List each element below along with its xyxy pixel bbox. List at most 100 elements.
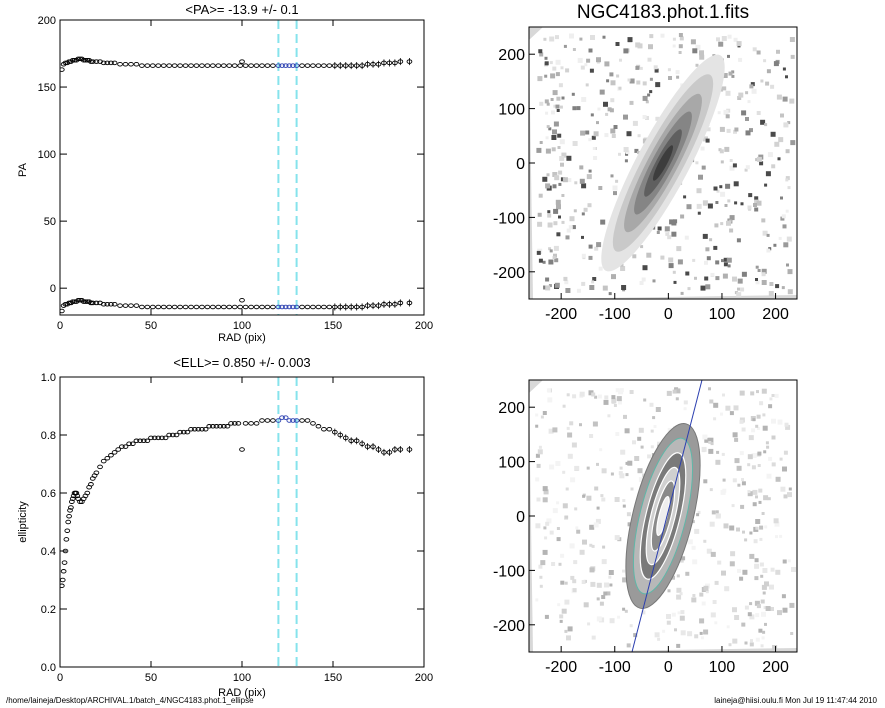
image2-noise-pixel	[754, 600, 760, 606]
image2-noise-pixel	[613, 404, 617, 407]
image1-noise-pixel	[767, 152, 773, 158]
ellipticity-chart: <ELL>= 0.850 +/- 0.003 0 50 100 150 200 0.0 0.…	[17, 355, 433, 699]
image1-noise-pixel	[656, 231, 660, 234]
image1-noise-pixel	[726, 257, 732, 263]
image2-noise-pixel	[566, 635, 571, 641]
image1-noise-pixel	[555, 59, 561, 65]
image2-noise-pixel	[559, 619, 563, 623]
image1-noise-pixel	[580, 65, 585, 70]
image2-noise-pixel	[564, 629, 568, 633]
image1-noise-pixel	[557, 133, 562, 138]
image2-noise-pixel	[634, 456, 640, 461]
image2-noise-pixel	[770, 607, 774, 611]
ell-x-tick-label: 200	[415, 672, 433, 684]
image1-noise-pixel	[599, 89, 605, 95]
image2-noise-pixel	[789, 602, 795, 608]
image2-noise-pixel	[596, 462, 599, 466]
image2-noise-pixel	[781, 594, 786, 599]
ell-point	[213, 424, 220, 429]
image2-noise-pixel	[761, 611, 766, 617]
pa-point	[155, 63, 162, 68]
image2-noise-pixel	[591, 544, 595, 548]
ell-point	[126, 441, 133, 446]
image1-noise-pixel	[559, 105, 563, 109]
image1-noise-pixel	[761, 268, 767, 274]
image1-noise-pixel	[556, 232, 561, 237]
image2-noise-pixel	[732, 432, 738, 438]
image1-noise-pixel	[545, 136, 549, 140]
ell-point	[133, 438, 140, 444]
image1-noise-pixel	[775, 284, 780, 289]
image1-noise-pixel	[754, 207, 759, 212]
image2-noise-pixel	[556, 537, 561, 542]
image2-x-tick-label: 200	[762, 659, 789, 676]
image2-noise-pixel	[654, 632, 660, 638]
image1-noise-pixel	[584, 63, 588, 67]
image2-noise-pixel	[623, 414, 627, 419]
galaxy-body	[601, 54, 725, 272]
pa-point	[315, 63, 322, 68]
image2-noise-pixel	[603, 399, 609, 405]
ell-point	[299, 418, 305, 423]
image2-noise-pixel	[626, 512, 631, 517]
image1-noise-pixel	[555, 104, 560, 109]
image2-noise-pixel	[696, 513, 700, 517]
image1-noise-pixel	[749, 84, 754, 89]
image1-noise-pixel	[545, 148, 551, 154]
pa-point	[237, 304, 244, 310]
image2-noise-pixel	[591, 635, 596, 640]
ell-point	[235, 421, 242, 426]
image1-noise-pixel	[660, 33, 665, 38]
image1-noise-pixel	[727, 54, 730, 58]
image2-noise-pixel	[759, 401, 764, 406]
image1-noise-pixel	[587, 203, 592, 208]
image2-noise-pixel	[782, 466, 787, 472]
image2-noise-pixel	[701, 446, 707, 452]
image2-noise-pixel	[596, 616, 602, 622]
pa-point	[108, 60, 114, 66]
image2-noise-pixel	[754, 563, 760, 569]
image2-noise-pixel	[753, 539, 758, 544]
image1-noise-pixel	[579, 165, 584, 170]
image1-noise-pixel	[563, 276, 568, 281]
image1-noise-pixel	[761, 218, 766, 223]
image2-noise-pixel	[694, 528, 700, 534]
image1-noise-pixel	[558, 170, 563, 175]
image1-noise-pixel	[713, 245, 718, 250]
image1-noise-pixel	[710, 272, 715, 277]
image1-noise-pixel	[723, 109, 729, 115]
image1-noise-pixel	[716, 37, 720, 42]
image1-noise-pixel	[782, 224, 787, 229]
image2-noise-pixel	[758, 488, 763, 493]
pa-outlier-point	[239, 298, 245, 303]
image2-axis-ticks: -200 -100 0 100 200 -200 -100 0 100 200	[493, 400, 789, 676]
image2-noise-pixel	[589, 567, 595, 573]
image1-noise-pixel	[571, 92, 575, 96]
image1-noise-pixel	[736, 41, 742, 47]
image1-noise-pixel	[558, 215, 561, 219]
image1-noise-pixel	[572, 48, 576, 51]
isophote-contours	[625, 423, 701, 609]
image1-noise-pixel	[677, 259, 683, 265]
image1-noise-pixel	[729, 228, 734, 233]
image1-noise-pixel	[727, 34, 732, 39]
image1-noise-pixel	[573, 209, 577, 213]
image1-noise-pixel	[738, 57, 743, 62]
pa-point	[122, 62, 129, 67]
image2-noise-pixel	[680, 610, 685, 615]
image1-noise-pixel	[647, 93, 651, 97]
image2-noise-pixel	[742, 530, 745, 534]
image2-y-tick-label: -200	[493, 618, 525, 635]
image1-noise-pixel	[716, 189, 720, 193]
image1-noise-pixel	[536, 250, 541, 255]
image1-noise-pixel	[737, 96, 742, 100]
image1-noise-pixel	[629, 100, 634, 105]
image2-noise-pixel	[564, 581, 568, 585]
image1-noise-pixel	[707, 203, 713, 209]
pa-point	[104, 302, 111, 307]
image1-noise-pixel	[556, 109, 560, 112]
image1-noise-pixel	[640, 245, 644, 249]
image2-noise-pixel	[608, 575, 612, 579]
ell-point	[210, 424, 216, 429]
